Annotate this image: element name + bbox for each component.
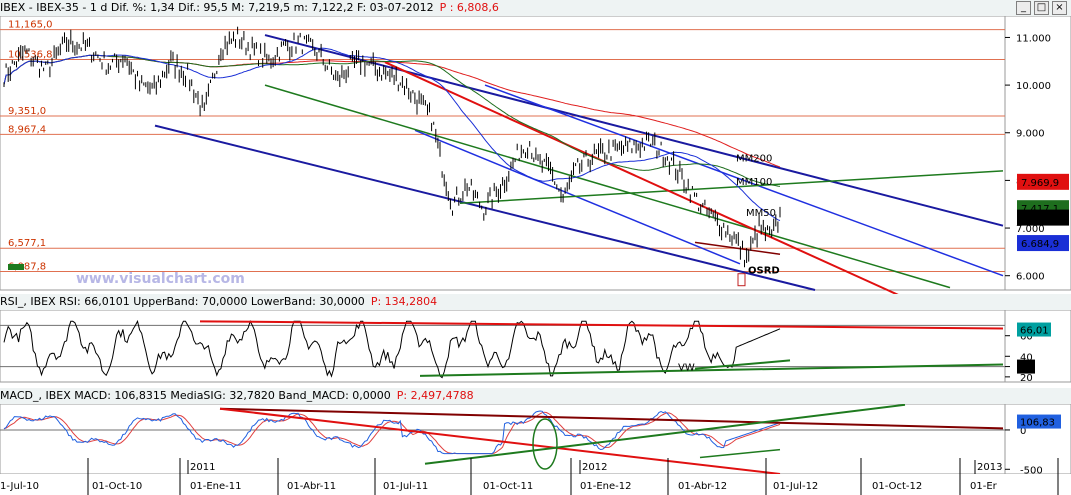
macd-trend-red (219, 407, 781, 475)
year-label: 2011 (190, 462, 215, 473)
level-label: 10,536,8 (8, 50, 53, 61)
x-tick-label: 01-Oct-11 (483, 481, 533, 492)
close-button[interactable]: × (1052, 1, 1067, 15)
level-label: 9,351,0 (8, 106, 46, 117)
ma-label: MM200 (736, 153, 772, 164)
trend-green-down (264, 84, 951, 289)
channel-inner-line (414, 129, 741, 265)
rsi-vw-label: VW (678, 363, 695, 374)
x-tick-label: 1-Jul-10 (0, 481, 39, 492)
chart-title: IBEX - IBEX-35 - 1 d Dif. %: 1,34 Dif.: … (0, 1, 434, 14)
price-tag-label: 7.219,5 (1021, 214, 1059, 225)
price-tag (1017, 209, 1069, 226)
x-tick-label: 01-Oct-12 (872, 481, 922, 492)
rsi-trend-red (199, 320, 1004, 330)
y-tick-label: 11.000 (1016, 33, 1051, 44)
macd-panel (0, 403, 1071, 475)
rsi-y-tick-label: 40 (1020, 352, 1033, 363)
y-tick-label: 10.000 (1016, 81, 1051, 92)
trend-green-up (459, 170, 1004, 205)
macd-y-tick-label: -500 (1020, 465, 1043, 476)
channel-lower-line (154, 124, 816, 291)
chart-price-label: P : 6,808,6 (439, 1, 499, 14)
macd-trend-maroon (219, 407, 1004, 430)
y-tick-label: 7.000 (1016, 224, 1045, 235)
level-label: 11,165,0 (8, 20, 53, 31)
rsi-tag (1017, 359, 1035, 374)
x-tick-label: 01-Jul-12 (773, 481, 818, 492)
channel-mid-line (484, 84, 1004, 277)
macd-panel-header: MACD_, IBEX MACD: 106,8315 MediaSIG: 32,… (0, 388, 1071, 404)
support-line (694, 241, 781, 256)
x-axis-band (0, 474, 1071, 495)
x-tick-label: 01-Ene-11 (190, 481, 241, 492)
y-tick-label: 9.000 (1016, 129, 1045, 140)
mm50-line (3, 47, 781, 221)
y-tick-label: 6.000 (1016, 272, 1045, 283)
rsi-tag-label: 66,01 (1020, 326, 1049, 337)
channel-upper-line (264, 34, 1004, 227)
level-label: 6,577,1 (8, 238, 46, 249)
minimize-button[interactable]: _ (1016, 1, 1031, 15)
macd-tag-label: 106,83 (1020, 418, 1055, 429)
year-label: 2013 (977, 462, 1002, 473)
macd-crossover-ellipse (532, 418, 558, 470)
rsi-line (3, 319, 781, 379)
year-label: 2012 (582, 462, 607, 473)
price-tag-label: 6.684,9 (1021, 239, 1059, 250)
price-tag (1017, 173, 1069, 190)
macd-y-tick-label: 0 (1020, 426, 1026, 437)
macd-price-label: P: 2,497,4788 (396, 389, 474, 402)
window-buttons: _ □ × (1016, 1, 1067, 15)
macd-trend-green (424, 403, 906, 465)
macd-signal-line (3, 411, 781, 455)
macd-tag (1017, 414, 1061, 429)
rsi-y-tick-label: 20 (1020, 373, 1033, 384)
price-tag (1017, 235, 1069, 252)
level-label: 6,087,8 (8, 262, 46, 273)
x-tick-label: 01-Er (970, 481, 998, 492)
rsi-trend-green (419, 363, 1004, 377)
macd-title: MACD_, IBEX MACD: 106,8315 MediaSIG: 32,… (0, 389, 391, 402)
rsi-trend-green-short (694, 359, 791, 370)
rsi-title: RSI_, IBEX RSI: 66,0101 UpperBand: 70,00… (0, 295, 365, 308)
osrd-label: OSRD (748, 265, 780, 276)
rsi-price-label: P: 134,2804 (370, 295, 438, 308)
x-tick-label: 01-Oct-10 (92, 481, 142, 492)
rsi-tag (1017, 322, 1051, 337)
price-panel-header: IBEX - IBEX-35 - 1 d Dif. %: 1,34 Dif.: … (0, 0, 1071, 16)
rsi-panel-header: RSI_, IBEX RSI: 66,0101 UpperBand: 70,00… (0, 294, 1071, 310)
x-tick-label: 01-Jul-11 (383, 481, 428, 492)
rsi-panel (0, 309, 1071, 383)
rsi-y-tick-label: 60 (1020, 332, 1033, 343)
watermark: www.visualchart.com (76, 271, 245, 287)
legend-swatch (8, 264, 24, 270)
x-tick-label: 01-Ene-12 (580, 481, 631, 492)
price-tag-label: 7.969,9 (1021, 178, 1059, 189)
rsi-tag-label: 30 (1020, 363, 1033, 374)
level-label: 8,967,4 (8, 124, 46, 135)
x-tick-label: 01-Abr-11 (287, 481, 336, 492)
maximize-button[interactable]: □ (1034, 1, 1049, 15)
ma-label: MM50 (746, 208, 776, 219)
x-tick-label: 01-Abr-12 (678, 481, 727, 492)
macd-trend-green-short (699, 448, 781, 459)
ma-label: MM100 (736, 177, 772, 188)
osrd-marker (737, 273, 746, 287)
